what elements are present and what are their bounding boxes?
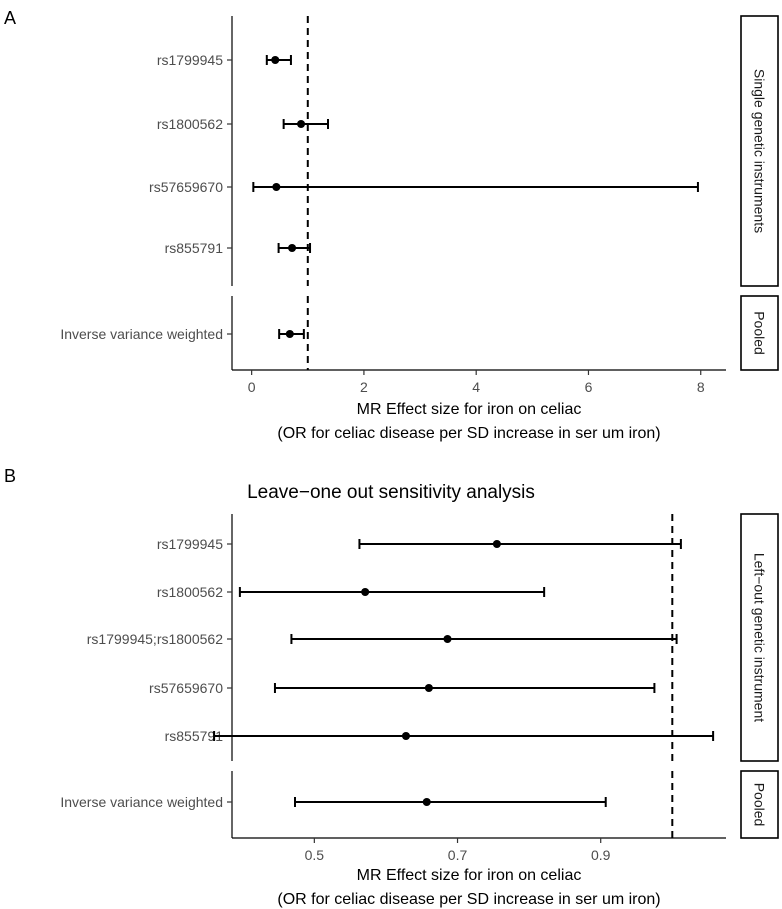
facet-pooled: Pooled Inverse variance weighted: [60, 770, 779, 839]
point-estimate: [271, 56, 280, 64]
panel-a: A Single genetic instruments rs1799945 rs18…: [4, 8, 779, 442]
x-tick-label: 0.7: [448, 847, 468, 863]
x-tick-label: 6: [585, 379, 593, 395]
forest-row: rs1799945;rs1800562: [87, 631, 678, 647]
point-estimate: [492, 540, 501, 548]
point-estimate: [272, 183, 281, 191]
forest-row: rs1799945: [157, 52, 292, 68]
facet-strip: [740, 295, 779, 371]
forest-row: Inverse variance weighted: [60, 794, 607, 810]
facet-strip: [740, 15, 779, 287]
point-estimate: [297, 120, 306, 128]
facet-strip-label: Left−out genetic instrument: [752, 553, 768, 722]
y-tick-label: Inverse variance weighted: [60, 794, 223, 810]
x-axis-title-line2: (OR for celiac disease per SD increase i…: [277, 891, 660, 908]
facet-strip-label: Pooled: [752, 783, 768, 827]
plot-title: Leave−one out sensitivity analysis: [247, 482, 535, 503]
y-tick-label: rs57659670: [149, 179, 223, 195]
facet-instruments: Single genetic instruments rs1799945 rs180…: [149, 15, 779, 287]
forest-row: rs57659670: [149, 179, 699, 195]
point-estimate: [288, 244, 297, 252]
forest-row: rs57659670: [149, 680, 656, 696]
x-tick-label: 0.9: [591, 847, 611, 863]
facet-strip-label: Pooled: [752, 311, 768, 355]
facet-strip-label: Single genetic instruments: [752, 69, 768, 233]
y-tick-label: rs1799945: [157, 52, 223, 68]
x-tick-label: 4: [472, 379, 480, 395]
x-axis-title-line2: (OR for celiac disease per SD increase i…: [277, 425, 660, 442]
y-tick-label: rs1799945;rs1800562: [87, 631, 223, 647]
panel-letter: B: [4, 466, 16, 486]
panel-letter: A: [4, 8, 16, 28]
y-tick-label: rs1800562: [157, 584, 223, 600]
y-tick-label: rs1799945: [157, 536, 223, 552]
panel-b: B Leave−one out sensitivity analysis Left−…: [4, 466, 779, 908]
x-tick-label: 8: [697, 379, 705, 395]
forest-row: rs1800562: [157, 584, 546, 600]
forest-row: rs855791: [165, 728, 715, 744]
x-tick-label: 0: [248, 379, 256, 395]
facet-strip: [740, 770, 779, 839]
y-tick-label: Inverse variance weighted: [60, 326, 223, 342]
forest-row: rs1799945: [157, 536, 682, 552]
point-estimate: [424, 684, 433, 692]
facet-pooled: Pooled Inverse variance weighted: [60, 295, 779, 371]
x-axis-title-line1: MR Effect size for iron on celiac: [357, 401, 582, 418]
x-tick-label: 2: [360, 379, 368, 395]
facet-instruments: Left−out genetic instrument rs1799945 rs18…: [87, 513, 779, 762]
point-estimate: [361, 588, 370, 596]
point-estimate: [422, 798, 431, 806]
point-estimate: [443, 635, 452, 643]
forest-row: Inverse variance weighted: [60, 326, 305, 342]
x-tick-label: 0.5: [305, 847, 325, 863]
y-tick-label: rs1800562: [157, 116, 223, 132]
y-tick-label: rs855791: [165, 728, 224, 744]
x-axis-title-line1: MR Effect size for iron on celiac: [357, 867, 582, 884]
point-estimate: [401, 732, 410, 740]
forest-row: rs855791: [165, 240, 312, 256]
facet-strip: [740, 513, 779, 762]
y-tick-label: rs57659670: [149, 680, 223, 696]
y-tick-label: rs855791: [165, 240, 224, 256]
point-estimate: [285, 330, 294, 338]
forest-row: rs1800562: [157, 116, 329, 132]
